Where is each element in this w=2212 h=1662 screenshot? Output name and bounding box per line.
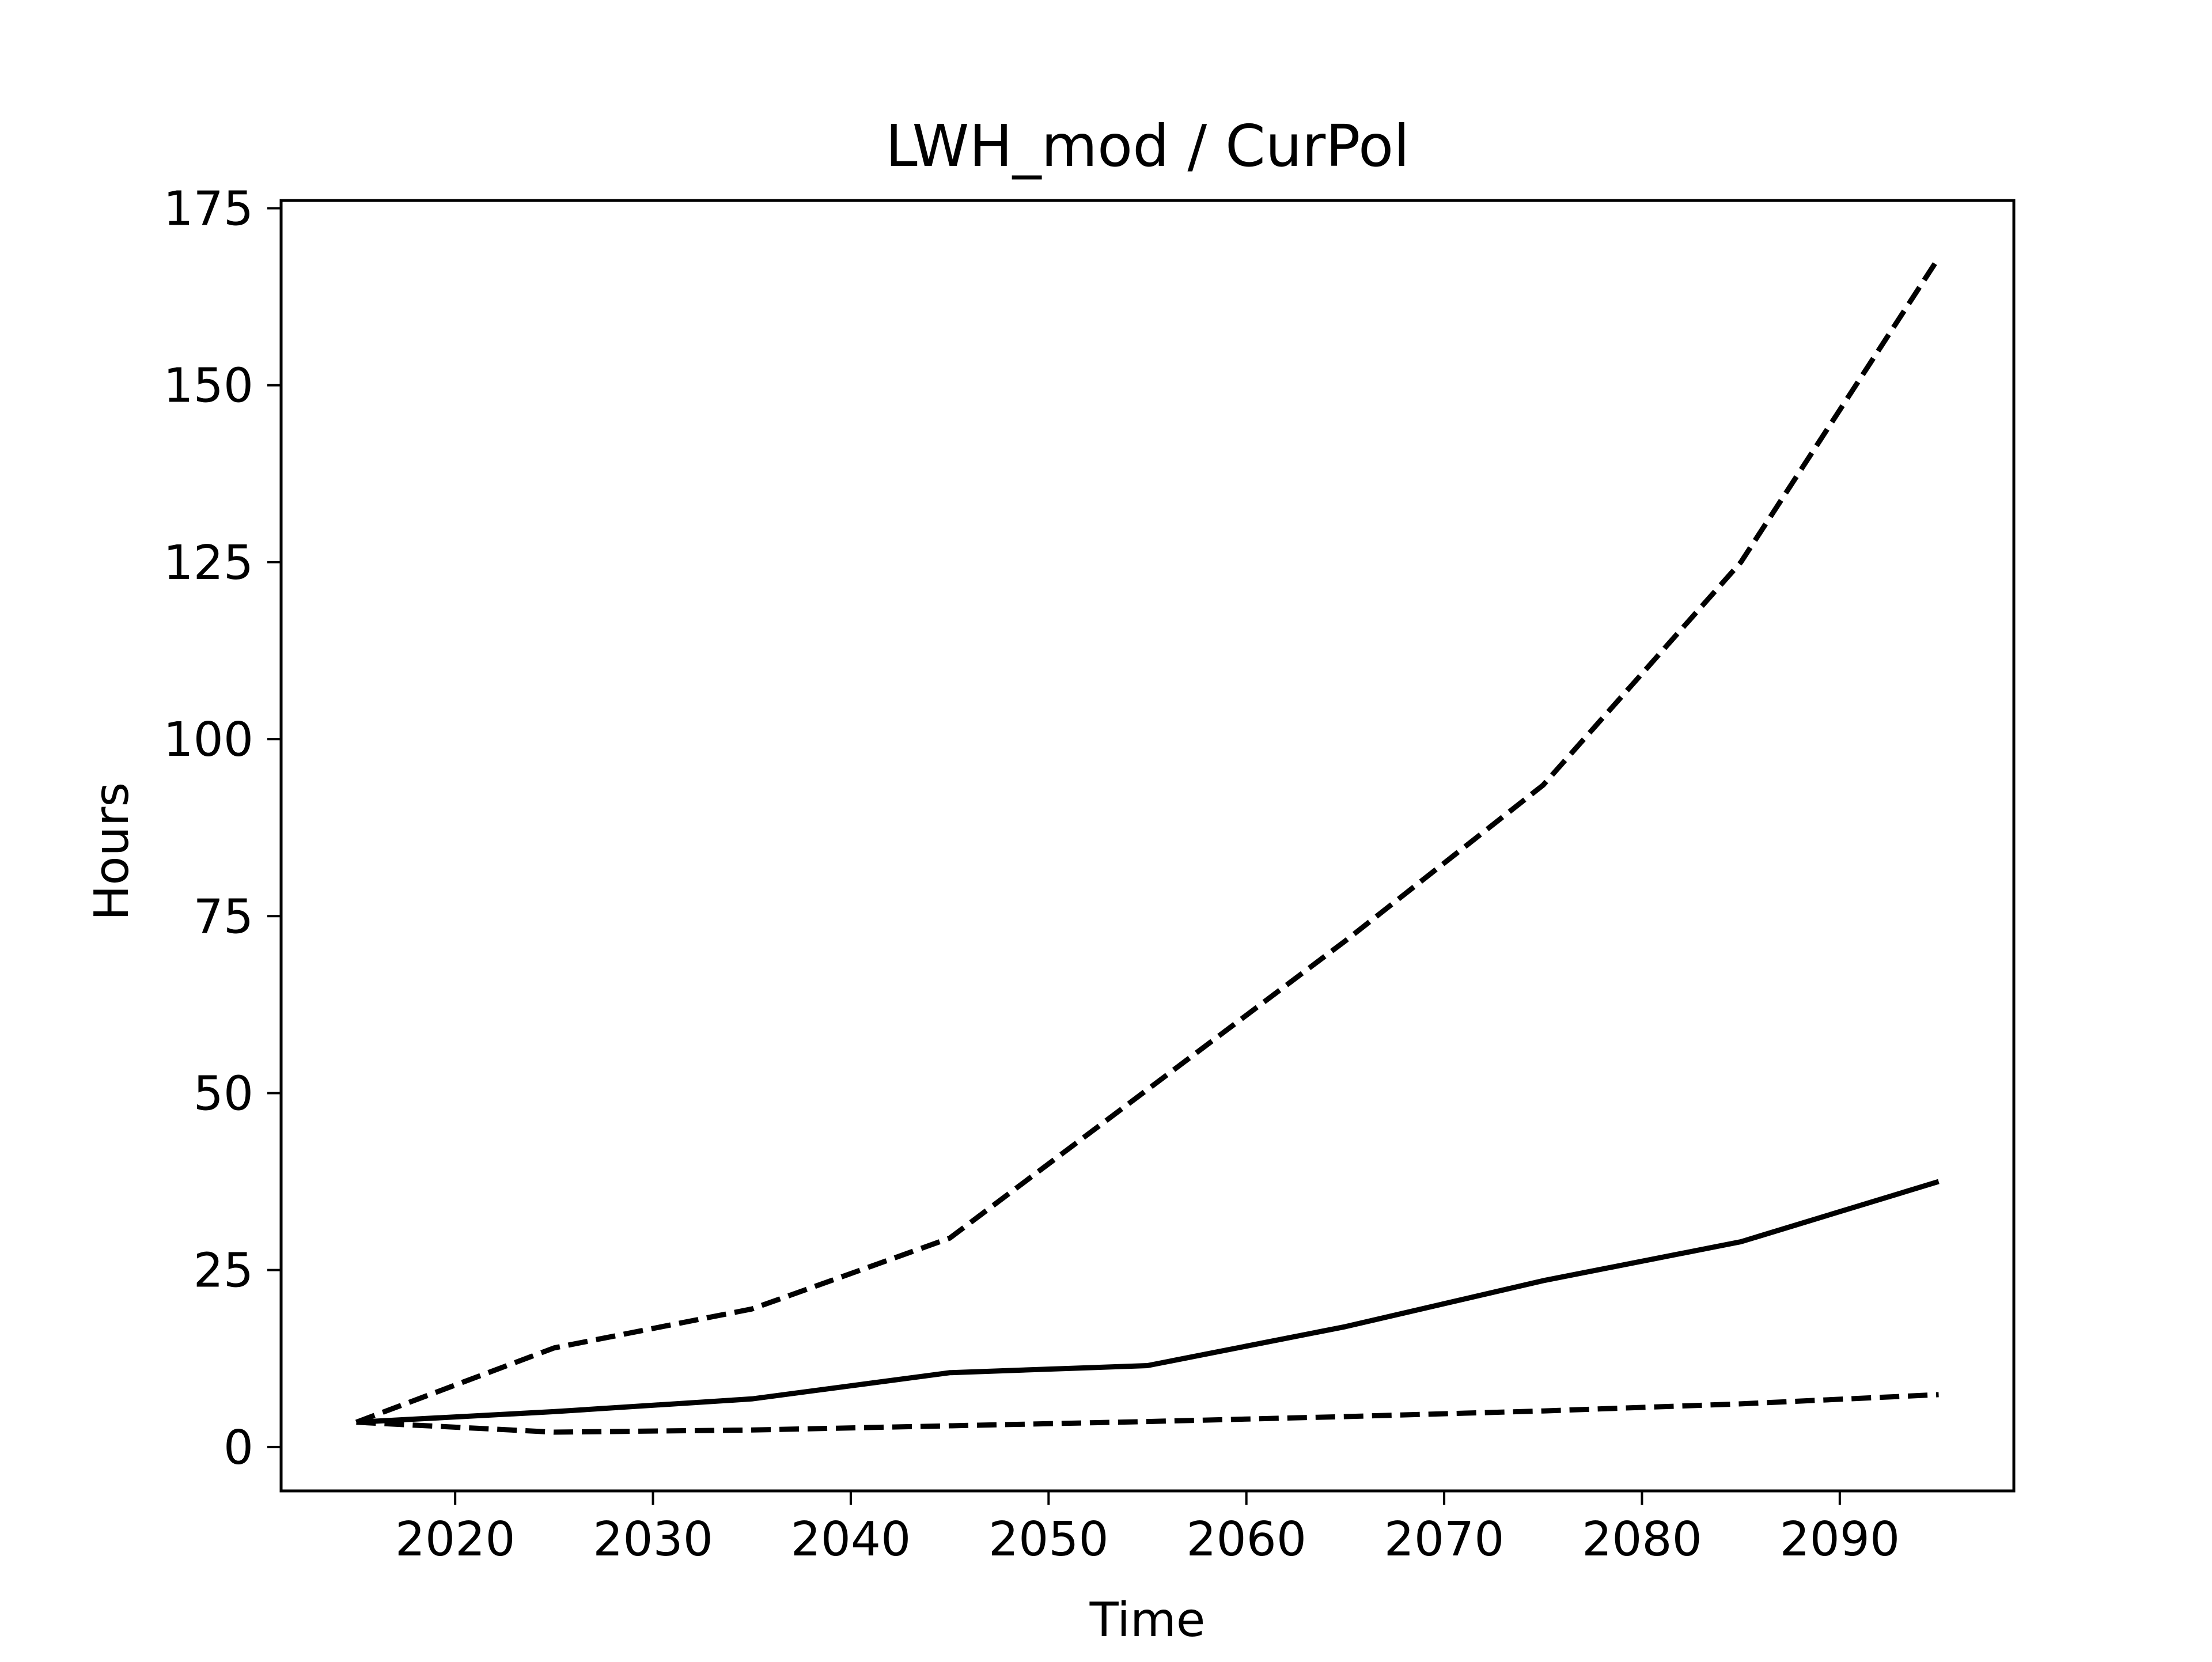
plot-area-frame [279,199,2016,1493]
x-tick-label: 2040 [791,1512,911,1567]
y-tick-label: 25 [194,1244,253,1298]
axes-layer: 2020 2030 2040 2050 2060 2070 2080 2090 0 25 50 75 1… [163,182,1900,1567]
x-tick-label: 2080 [1582,1512,1702,1567]
y-tick-label: 75 [194,889,253,944]
x-tick-label: 2060 [1186,1512,1306,1567]
x-tick-label: 2050 [988,1512,1109,1567]
series-line-central [356,1179,1940,1425]
x-tick-label: 2090 [1779,1512,1900,1567]
y-tick-label: 175 [163,182,253,237]
chart-title: LWH_mod / CurPol [885,112,1410,180]
y-tick-label: 50 [194,1066,253,1121]
y-tick-label: 100 [163,713,253,767]
y-tick-label: 150 [163,359,253,414]
y-tick-label: 0 [224,1421,253,1475]
y-tick-label: 125 [163,536,253,590]
y-axis-label: Hours [85,782,139,921]
series-line-lower-bound [356,1392,1939,1435]
x-tick-label: 2070 [1384,1512,1505,1567]
x-tick-label: 2030 [593,1512,713,1567]
x-axis-label: Time [1089,1593,1206,1648]
x-tick-label: 2020 [395,1512,516,1567]
series-layer [355,256,1941,1435]
series-line-upper-bound [355,256,1941,1425]
